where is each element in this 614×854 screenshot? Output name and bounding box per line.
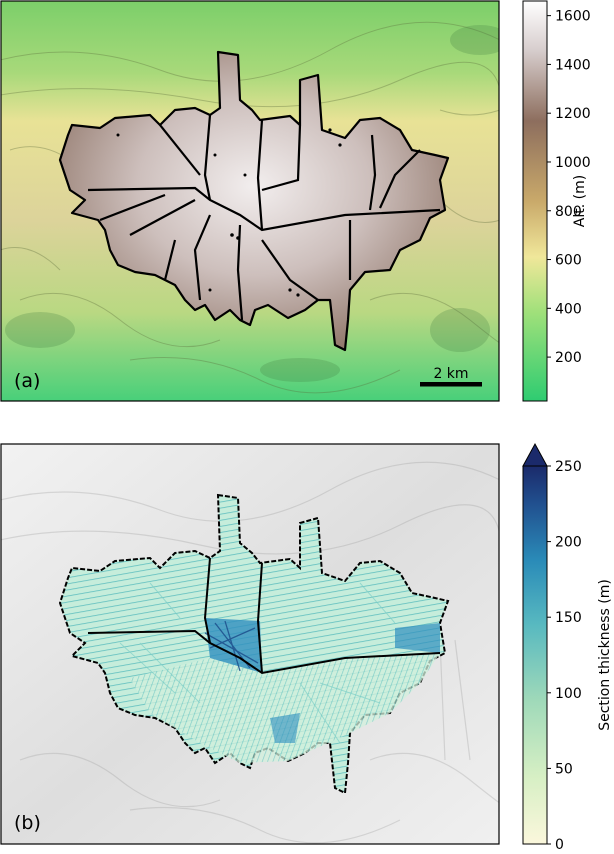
altitude-colorbar: 200 400 600 800 1000 1200 1400 1600 Alt. (m) xyxy=(522,0,591,402)
colorbar-tick-label: 400 xyxy=(555,301,582,317)
thickness-colorbar: 0 50 100 150 200 250 Section thickness (m) xyxy=(522,442,613,853)
panel-b-label: (b) xyxy=(14,812,41,834)
panel-b-map: (b) xyxy=(1,444,499,844)
hillshade-dark-patches xyxy=(5,25,499,382)
colorbar-tick-label: 150 xyxy=(555,610,582,626)
section-thickness-layer xyxy=(58,493,450,795)
panel-b-frame xyxy=(0,443,500,845)
colorbar-tick-label: 50 xyxy=(555,761,573,777)
scale-bar-label: 2 km xyxy=(433,366,468,382)
section-lines xyxy=(119,582,396,744)
scale-bar-line xyxy=(420,382,482,387)
thickness-colorbar-extend-arrow xyxy=(522,442,548,467)
hillshade-texture-b xyxy=(1,461,499,844)
colorbar-tick-label: 1600 xyxy=(555,9,591,25)
scale-bar: 2 km xyxy=(420,366,482,387)
colorbar-tick-label: 200 xyxy=(555,535,582,551)
colorbar-tick-label: 0 xyxy=(555,837,564,850)
southern-sections xyxy=(130,653,440,763)
hillshade-texture xyxy=(1,21,499,394)
panel-a: (a) 2 km 200 400 600 800 1000 1200 1400 1600 Al… xyxy=(0,0,591,402)
colorbar-tick-label: 100 xyxy=(555,686,582,702)
thickness-colorbar-ticks: 0 50 100 150 200 250 xyxy=(547,459,582,853)
panel-a-frame xyxy=(0,0,500,402)
colorbar-tick-label: 800 xyxy=(555,204,582,220)
thick-zones xyxy=(204,618,440,743)
colorbar-tick-label: 1400 xyxy=(555,57,591,73)
colorbar-tick-label: 1200 xyxy=(555,106,591,122)
altitude-colorbar-ticks: 200 400 600 800 1000 1200 1400 1600 xyxy=(547,9,591,366)
altitude-colorbar-label: Alt. (m) xyxy=(572,175,588,227)
colorbar-tick-label: 200 xyxy=(555,350,582,366)
panel-b: (b) 0 50 100 150 200 250 Section thickness (m… xyxy=(0,442,613,853)
altitude-colorbar-fill xyxy=(522,0,548,402)
colorbar-tick-label: 250 xyxy=(555,459,582,475)
panel-a-map: (a) 2 km xyxy=(1,1,499,401)
catchment-divides-b xyxy=(87,557,441,675)
sinkhole-marks xyxy=(116,128,342,297)
thickness-colorbar-fill xyxy=(522,465,548,845)
colorbar-tick-label: 600 xyxy=(555,253,582,269)
catchment-divides xyxy=(87,114,441,321)
thickness-colorbar-label: Section thickness (m) xyxy=(597,579,613,731)
panel-a-label: (a) xyxy=(14,370,40,392)
colorbar-tick-label: 1000 xyxy=(555,155,591,171)
